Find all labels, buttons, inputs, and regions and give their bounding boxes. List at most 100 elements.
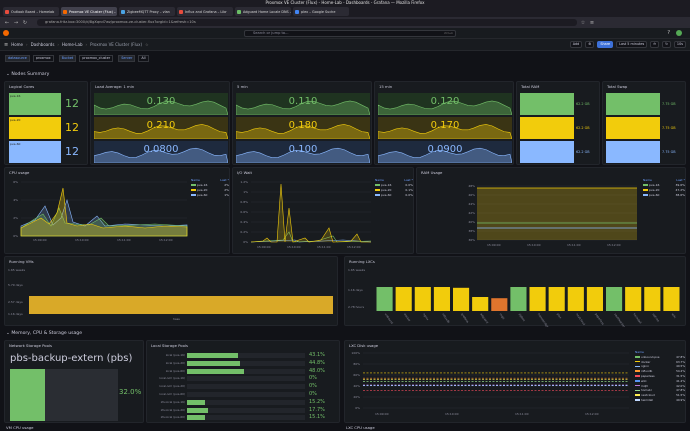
sparkline [378, 147, 512, 163]
lxc-ytick: 2.78 hours [348, 305, 365, 309]
zoom-out-icon[interactable]: ⊖ [650, 41, 660, 48]
legend-name: pve-16 [649, 183, 660, 187]
legend-item[interactable]: homebr 47.8% [635, 388, 685, 392]
avatar[interactable] [676, 30, 682, 36]
mem-value: 62.2 GB [576, 102, 590, 106]
legend-item[interactable]: paperless 31.5% [635, 374, 685, 378]
row-memory-cpu-storage[interactable]: ⌄ Memory, CPU & Storage usage [6, 331, 83, 336]
var-select-server[interactable]: All [138, 54, 149, 62]
legend-item[interactable]: pve-16 39.6% [643, 183, 685, 187]
mem-row: 62.2 GB [520, 117, 598, 139]
legend-item[interactable]: docker 63.7% [635, 360, 685, 364]
mem-value: 7.75 GB [662, 102, 676, 106]
ram-usage-chart [477, 185, 637, 241]
lxc-bar-label: zigbee [518, 312, 527, 322]
legend-item[interactable]: pve-16 0.0% [375, 183, 413, 187]
legend-value: 47.8% [676, 388, 685, 393]
back-icon[interactable]: ← [4, 19, 10, 26]
tab-label: Proxmox VE Cluster (Flux) – Hom [69, 9, 117, 14]
star-icon[interactable]: ☆ [145, 42, 149, 47]
legend-item[interactable]: pve-20 0.1% [375, 188, 413, 192]
time-range-picker[interactable]: Last 5 minutes [616, 41, 648, 48]
storage-bar-fill [187, 353, 238, 358]
breadcrumb-separator: › [57, 42, 60, 47]
menu-icon[interactable]: ≡ [589, 19, 595, 26]
bookmark-icon[interactable]: ☆ [580, 19, 586, 26]
var-label-server: Server [118, 54, 136, 62]
disk-ytick: 20% [353, 395, 360, 399]
legend-item[interactable]: wiki 41.2% [635, 379, 685, 383]
legend-name-wrap: influxdb [635, 369, 652, 373]
settings-icon[interactable]: ⚙ [585, 41, 595, 48]
lxc-bar-label: docker [403, 312, 412, 323]
legend-item[interactable]: pve-60 1% [191, 193, 229, 197]
load-value: 0.0900 [427, 144, 463, 155]
browser-tab[interactable]: Influx and Grafana – Libr [177, 7, 233, 16]
disk-ytick: 80% [353, 362, 360, 366]
load-stat-row: 0.0800 [94, 141, 228, 163]
legend-name-wrap: homebr [635, 388, 652, 392]
legend-item[interactable]: influxdb 54.2% [635, 369, 685, 373]
browser-tab[interactable]: plex – Google Suche [293, 7, 349, 16]
legend-header: Name Last * [375, 178, 413, 182]
legend-value: 39.6% [675, 183, 685, 187]
legend-swatch [635, 375, 640, 377]
share-button[interactable]: Share [597, 41, 614, 48]
breadcrumb-folder[interactable]: Home-Lab [62, 42, 83, 47]
menu-toggle-icon[interactable]: ≡ [4, 41, 9, 48]
panel-title: Local Storage Pools [151, 343, 188, 348]
legend-value: 2% [224, 188, 229, 192]
panel-load-5m: 5 min 0.110 0.180 0.100 [232, 81, 372, 165]
browser-tab[interactable]: Adguard Home Locale DNS – [235, 7, 291, 16]
legend-item[interactable]: pve-60 0.0% [375, 193, 413, 197]
grafana-logo-icon[interactable] [3, 30, 9, 36]
row-nodes-summary[interactable]: ⌄ Nodes Summary [6, 72, 50, 77]
url-field[interactable]: grafana.fritz.box:3000/d/8gXqnd7wz/proxm… [37, 19, 577, 26]
breadcrumb-dashboards[interactable]: Dashboards [30, 42, 55, 47]
reload-icon[interactable]: ↻ [22, 19, 28, 26]
browser-tab[interactable]: Proxmox VE Cluster (Flux) – Hom [61, 7, 117, 16]
refresh-button[interactable]: ↻ [662, 41, 671, 48]
legend-item[interactable]: heimdall 40.9% [635, 398, 685, 402]
mem-bar [606, 141, 660, 163]
legend-item[interactable]: pve-60 38.6% [643, 193, 685, 197]
legend-name: docker [641, 359, 651, 364]
storage-name: local-lvm (pve-20) [159, 384, 185, 389]
legend-item[interactable]: mqtt 42.0% [635, 384, 685, 388]
tab-favicon-icon [295, 9, 299, 14]
refresh-interval[interactable]: 10s [673, 41, 686, 48]
legend-value: 2% [224, 183, 229, 187]
cpu-ytick: 0% [13, 234, 18, 238]
disk-ytick: 0% [355, 406, 360, 410]
load-stat-row: 0.110 [236, 93, 370, 115]
help-icon[interactable]: ? [667, 30, 670, 36]
browser-tab[interactable]: ZigbeeMQTT Proxy – vlan [119, 7, 175, 16]
lxc-bar [472, 297, 489, 311]
legend-swatch [643, 194, 648, 196]
panel-title: CPU usage [9, 170, 30, 175]
legend-item[interactable]: pve-20 2% [191, 188, 229, 192]
legend-item[interactable]: pve-16 2% [191, 183, 229, 187]
legend-swatch [191, 184, 196, 186]
lxc-bar-label: adguard [479, 312, 489, 324]
search-input[interactable]: Search or jump to... ctrl+k [244, 30, 456, 37]
add-button[interactable]: Add [569, 41, 583, 48]
browser-tab[interactable]: Outlook Board – Homelab [3, 7, 59, 16]
var-select-bucket[interactable]: proxmox_cluster [79, 54, 114, 62]
lxc-bar-label: vaultwarden [613, 312, 626, 327]
legend-item[interactable]: nginx 40.5% [635, 364, 685, 368]
local-storage-row: local-lvm (pve-60) 0% [149, 391, 339, 399]
legend-item[interactable]: unbound-pve 47.8% [635, 355, 685, 359]
legend-swatch [635, 394, 640, 396]
storage-percent: 32.0% [119, 388, 142, 396]
breadcrumb-home[interactable]: Home [11, 42, 24, 47]
panel-load-1m: Load Average: 1 min 0.130 0.210 0.0800 [90, 81, 230, 165]
forward-icon[interactable]: → [13, 19, 19, 26]
tab-label: Outlook Board – Homelab [11, 9, 55, 14]
legend-item[interactable]: nextcloud 51.5% [635, 393, 685, 397]
legend-swatch [635, 356, 640, 358]
cores-list: pve-16 12 pve-20 12 pve-60 12 [9, 93, 85, 165]
cpu-ytick: 6% [13, 180, 18, 184]
var-select-datasource[interactable]: proxmox [32, 54, 54, 62]
legend-item[interactable]: pve-20 47.2% [643, 188, 685, 192]
